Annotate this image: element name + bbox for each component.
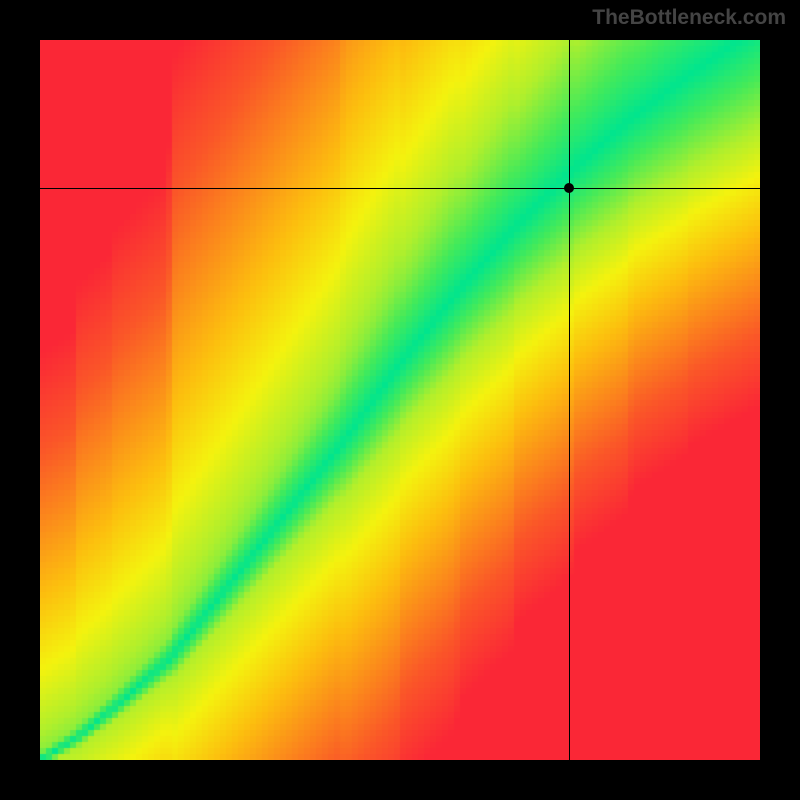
chart-container: TheBottleneck.com (0, 0, 800, 800)
crosshair-vertical (569, 40, 570, 760)
marker-dot (564, 183, 574, 193)
plot-area (40, 40, 760, 760)
watermark-text: TheBottleneck.com (592, 6, 786, 30)
crosshair-horizontal (40, 188, 760, 189)
heatmap-canvas (40, 40, 760, 760)
